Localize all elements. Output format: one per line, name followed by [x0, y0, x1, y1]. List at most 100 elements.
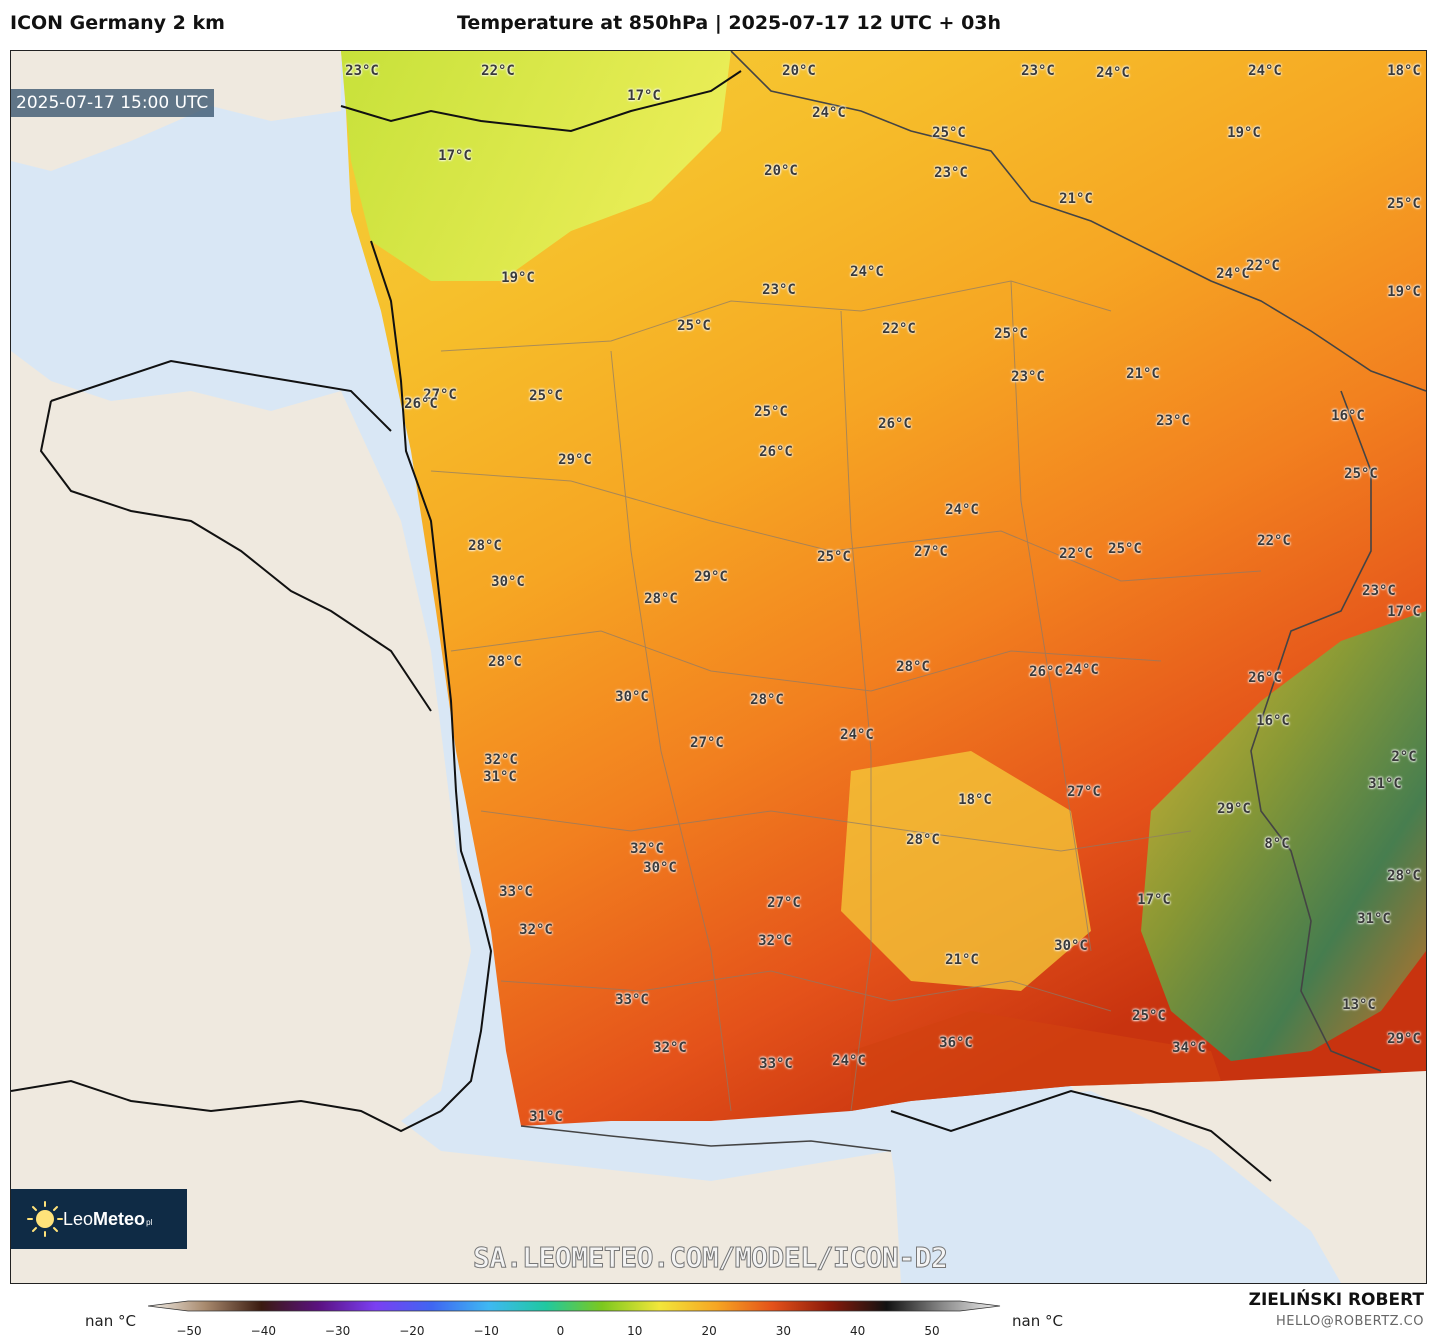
temperature-label: 33°C [499, 884, 533, 900]
temperature-label: 25°C [1344, 466, 1378, 482]
coastline [340, 70, 1272, 1182]
colorbar-tick: −50 [176, 1324, 202, 1338]
colorbar [148, 1300, 1001, 1312]
temperature-label: 8°C [1264, 836, 1290, 852]
colorbar-tick: 50 [924, 1324, 940, 1338]
temperature-label: 23°C [1021, 63, 1055, 79]
temperature-label: 25°C [817, 549, 851, 565]
colorbar-tick: 40 [850, 1324, 866, 1338]
valid-time-label: 2025-07-17 15:00 UTC [11, 89, 215, 117]
temperature-label: 30°C [643, 860, 677, 876]
temperature-label: 22°C [882, 321, 916, 337]
temperature-label: 25°C [932, 125, 966, 141]
temperature-label: 30°C [615, 689, 649, 705]
spain-coast [11, 1079, 442, 1133]
colorbar-tick: 20 [701, 1324, 717, 1338]
temperature-label: 27°C [914, 544, 948, 560]
temperature-label: 32°C [630, 841, 664, 857]
temperature-label: 16°C [1331, 408, 1365, 424]
colorbar-tick: 10 [627, 1324, 643, 1338]
temperature-label: 24°C [1248, 63, 1282, 79]
temperature-label: 26°C [878, 416, 912, 432]
temperature-label: 29°C [558, 452, 592, 468]
brittany-coast [39, 359, 432, 712]
land-italy [1071, 1061, 1426, 1283]
colorbar-tick: 30 [775, 1324, 792, 1338]
border-east [1250, 390, 1382, 1072]
temperature-label: 25°C [994, 326, 1028, 342]
temperature-label: 32°C [484, 752, 518, 768]
cool-channel-area [341, 51, 731, 281]
temperature-label: 28°C [906, 832, 940, 848]
massif-central [841, 751, 1091, 991]
temperature-label: 25°C [754, 404, 788, 420]
temperature-label: 21°C [1126, 366, 1160, 382]
temperature-label: 21°C [1059, 191, 1093, 207]
temperature-label: 33°C [759, 1056, 793, 1072]
temperature-label: 24°C [832, 1053, 866, 1069]
temperature-label: 31°C [529, 1109, 563, 1125]
hot-coast [851, 1011, 1221, 1111]
temperature-label: 24°C [850, 264, 884, 280]
temperature-label: 29°C [694, 569, 728, 585]
temperature-label: 29°C [1217, 801, 1251, 817]
region-borders [430, 280, 1262, 1112]
temperature-label: 32°C [519, 922, 553, 938]
temperature-label: 32°C [758, 933, 792, 949]
leometeo-logo[interactable]: LeoMeteopl [11, 1189, 187, 1249]
temperature-label: 30°C [1054, 938, 1088, 954]
colorbar-tick: 0 [556, 1324, 565, 1338]
temperature-label: 28°C [488, 654, 522, 670]
author-email[interactable]: HELLO@ROBERTZ.CO [1275, 1314, 1424, 1329]
temperature-label: 24°C [945, 502, 979, 518]
temperature-label: 25°C [677, 318, 711, 334]
temperature-label: 18°C [1387, 63, 1421, 79]
temperature-label: 28°C [1387, 868, 1421, 884]
temperature-label: 24°C [1216, 266, 1250, 282]
alps-region [1141, 611, 1426, 1061]
temperature-label: 25°C [529, 388, 563, 404]
chart-title: Temperature at 850hPa | 2025-07-17 12 UT… [457, 12, 1002, 34]
temperature-label: 25°C [1132, 1008, 1166, 1024]
temperature-label: 17°C [438, 148, 472, 164]
weather-map[interactable]: 2025-07-17 15:00 UTC 23°C 22°C 17°C 17°C 19°… [10, 50, 1427, 1284]
temperature-label: 17°C [627, 88, 661, 104]
colorbar-tick: −10 [473, 1324, 499, 1338]
temperature-label: 34°C [1172, 1040, 1206, 1056]
watermark-url: SA.LEOMETEO.COM/MODEL/ICON-D2 [472, 1241, 948, 1275]
temperature-label: 30°C [491, 574, 525, 590]
temperature-label: 33°C [615, 992, 649, 1008]
colorbar-tick: −20 [399, 1324, 425, 1338]
temperature-label: 22°C [1257, 533, 1291, 549]
temperature-label: 36°C [939, 1035, 973, 1051]
border-spain [520, 1125, 892, 1152]
temperature-label: 19°C [501, 270, 535, 286]
temperature-label: 26°C [759, 444, 793, 460]
temperature-label: 23°C [1362, 583, 1396, 599]
temperature-label: 23°C [762, 282, 796, 298]
temperature-label: 26°C [1248, 670, 1282, 686]
temperature-label: 24°C [840, 727, 874, 743]
temperature-label: 28°C [468, 538, 502, 554]
temperature-label: 24°C [812, 105, 846, 121]
model-name: ICON Germany 2 km [10, 12, 225, 34]
temperature-label: 27°C [767, 895, 801, 911]
temperature-label: 23°C [934, 165, 968, 181]
temperature-label: 31°C [483, 769, 517, 785]
temperature-label: 18°C [958, 792, 992, 808]
temperature-label: 26°C [1029, 664, 1063, 680]
temperature-label: 23°C [345, 63, 379, 79]
logo-text: LeoMeteopl [63, 1209, 153, 1229]
temperature-label: 24°C [1065, 662, 1099, 678]
border-north [730, 51, 1426, 392]
colorbar-tick: −40 [250, 1324, 276, 1338]
sun-icon [27, 1201, 63, 1237]
temperature-label: 22°C [1246, 258, 1280, 274]
temperature-label: 20°C [764, 163, 798, 179]
sea-med [891, 1091, 1341, 1283]
temperature-label: 27°C [690, 735, 724, 751]
temperature-label: 25°C [1108, 541, 1142, 557]
temperature-label: 23°C [1011, 369, 1045, 385]
temperature-label: 24°C [1096, 65, 1130, 81]
temperature-label: 16°C [1256, 713, 1290, 729]
